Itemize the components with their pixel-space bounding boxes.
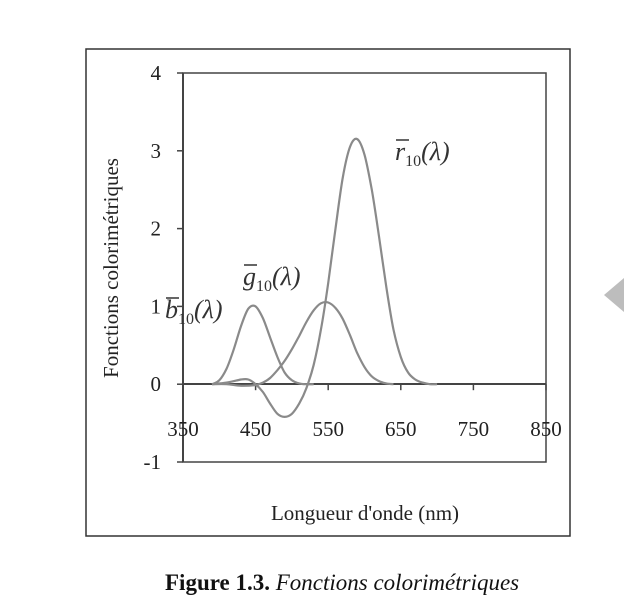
- y-tick-label: 3: [151, 139, 162, 163]
- figure-caption-text: Fonctions colorimétriques: [275, 570, 520, 595]
- series-label-b: b10(λ): [165, 295, 223, 328]
- chart-frame: [85, 48, 571, 537]
- x-tick-label: 650: [385, 417, 417, 441]
- y-tick-label: 1: [151, 294, 162, 318]
- x-tick-label: 550: [312, 417, 344, 441]
- x-ticks: 350 450 550 650 750 850: [167, 384, 562, 441]
- series-label-r: r10(λ): [395, 137, 450, 170]
- y-ticks: -1 0 1 2 3 4: [144, 61, 183, 474]
- x-tick-label: 450: [240, 417, 272, 441]
- y-tick-label: 0: [151, 372, 162, 396]
- x-tick-label: 350: [167, 417, 199, 441]
- y-tick-label: 4: [151, 61, 162, 85]
- x-axis-title: Longueur d'onde (nm): [271, 501, 459, 525]
- arrow-icon[interactable]: [604, 278, 624, 312]
- figure-caption: Figure 1.3. Fonctions colorimétriques: [165, 570, 519, 596]
- series-line-b: [211, 304, 314, 386]
- curve-labels: b10(λ) g10(λ) r10(λ): [165, 137, 450, 328]
- plot-area-frame: [182, 72, 547, 463]
- curves: [211, 137, 438, 419]
- series-line-r: [211, 137, 438, 419]
- figure-label: Figure 1.3.: [165, 570, 270, 595]
- series-line-g: [211, 300, 394, 387]
- series-label-g: g10(λ): [243, 262, 301, 295]
- y-tick-label: -1: [144, 450, 162, 474]
- y-tick-label: 2: [151, 217, 162, 241]
- x-tick-label: 850: [530, 417, 562, 441]
- x-tick-label: 750: [458, 417, 490, 441]
- y-axis-title: Fonctions colorimétriques: [99, 158, 123, 378]
